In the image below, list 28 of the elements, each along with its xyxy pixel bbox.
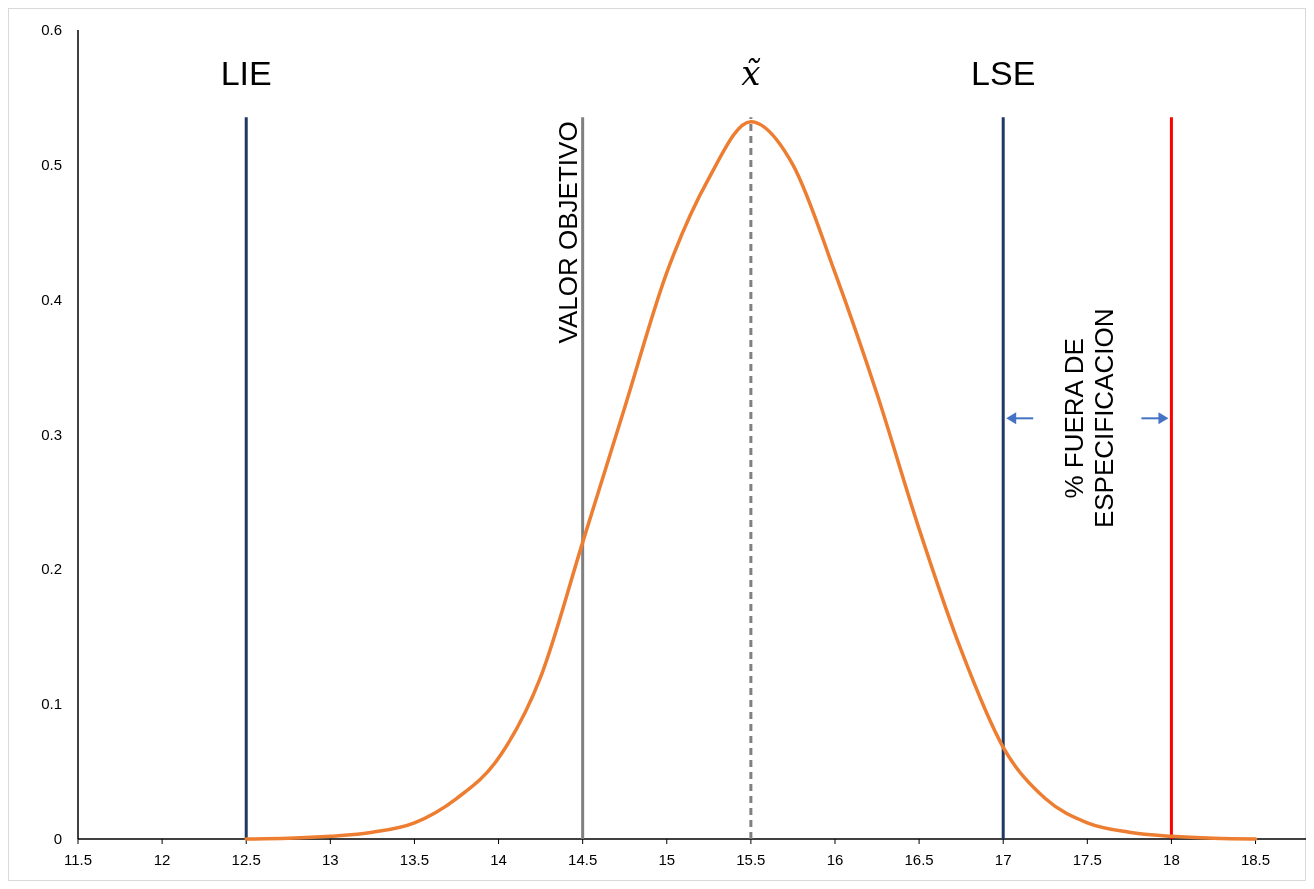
annotation: % FUERA DE ESPECIFICACION <box>1059 308 1120 529</box>
x-tick-label: 13.5 <box>399 851 430 868</box>
y-tick-label: 0.2 <box>41 560 62 578</box>
x-tick-label: 18.5 <box>1240 851 1271 868</box>
x-tick-label: 11.5 <box>63 851 93 868</box>
y-tick-label: 0 <box>53 830 62 847</box>
x-tick-label: 17.5 <box>1072 851 1102 868</box>
x-tick-label: 16.5 <box>904 851 934 868</box>
line-series <box>244 119 1258 841</box>
y-tick-label: 0.3 <box>41 425 62 443</box>
y-tick-label: 0.4 <box>41 290 62 308</box>
y-tick-label: 0.5 <box>41 155 62 173</box>
x-tick-label: 12 <box>153 851 171 868</box>
x-tick-label: 16 <box>826 851 844 868</box>
ref-line-label: LIE <box>220 54 272 93</box>
x-tick-label: 13 <box>321 851 339 868</box>
ref-line-label: LSE <box>971 54 1036 93</box>
x-tick-label: 18 <box>1163 851 1180 868</box>
y-tick-label: 0.6 <box>41 21 62 38</box>
x-tick-label: 14.5 <box>568 851 598 868</box>
x-tick-label: 12.5 <box>231 851 261 868</box>
x-tick-label: 14 <box>490 851 507 868</box>
x-tick-label: 17 <box>994 851 1012 868</box>
y-tick-label: 0.1 <box>41 695 62 713</box>
ref-line-label: VALOR OBJETIVO <box>552 121 583 344</box>
x-tick-label: 15 <box>658 851 676 868</box>
ref-line-label: x̃ <box>741 53 762 94</box>
x-tick-label: 15.5 <box>736 851 766 868</box>
